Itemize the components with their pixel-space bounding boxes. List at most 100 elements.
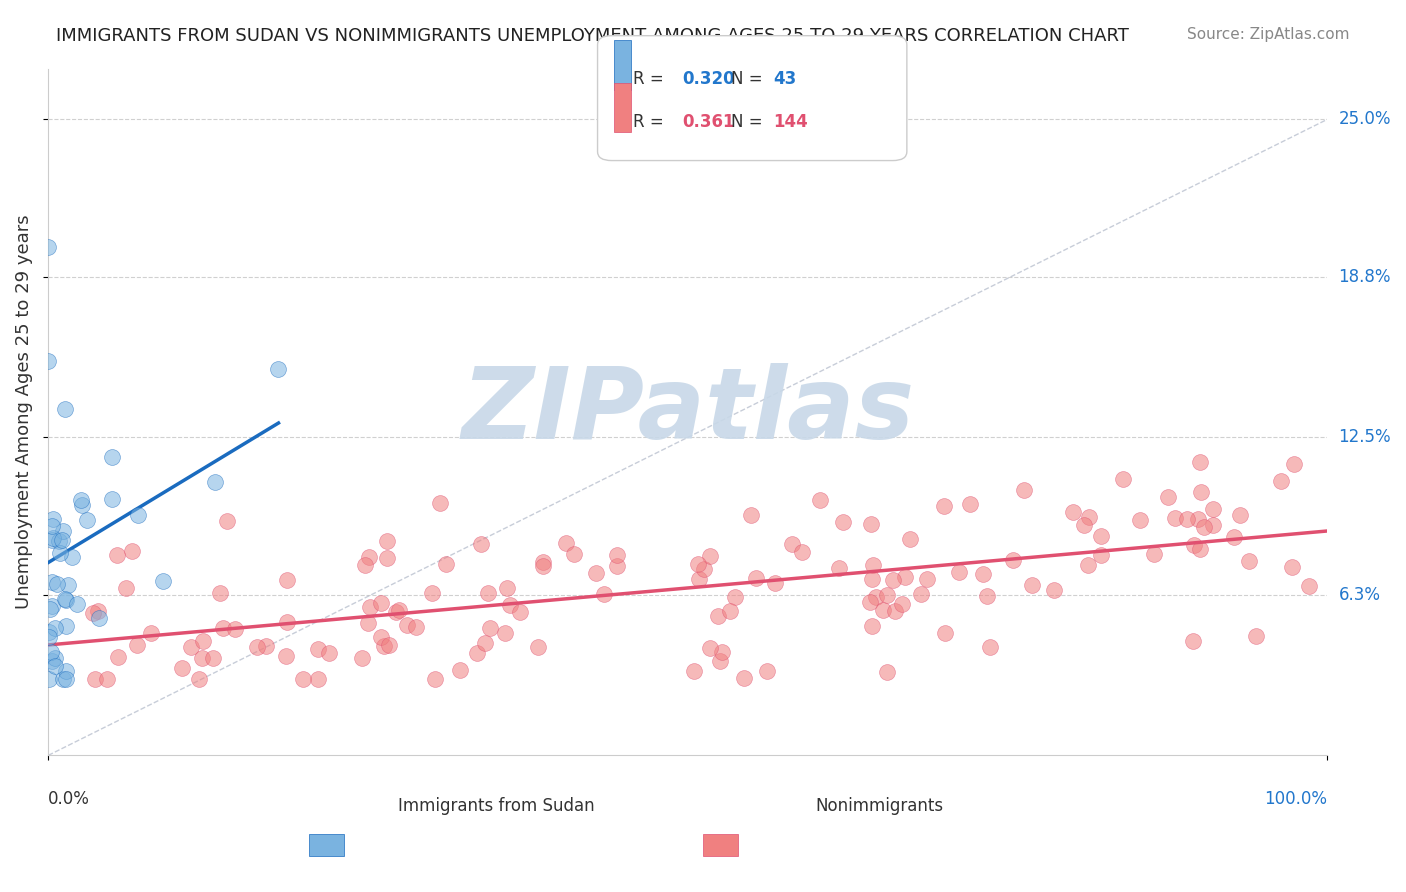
- Point: [828, 560, 851, 574]
- Point: [1012, 483, 1035, 498]
- Point: [66, 597, 89, 611]
- Point: [699, 549, 721, 563]
- Point: [718, 604, 741, 618]
- Point: [465, 646, 488, 660]
- Point: [420, 586, 443, 600]
- Point: [375, 551, 398, 566]
- Point: [1270, 474, 1292, 488]
- Point: [1129, 513, 1152, 527]
- Point: [884, 604, 907, 618]
- Point: [1202, 502, 1225, 516]
- Point: [1229, 508, 1251, 523]
- Text: 18.8%: 18.8%: [1339, 268, 1391, 286]
- Point: [1188, 455, 1211, 469]
- Point: [740, 508, 762, 522]
- Point: [356, 615, 378, 630]
- Point: [948, 565, 970, 579]
- Text: 0.320: 0.320: [682, 70, 734, 87]
- Point: [127, 639, 149, 653]
- Point: [405, 620, 427, 634]
- Point: [254, 639, 277, 653]
- Point: [499, 598, 522, 612]
- Point: [139, 626, 162, 640]
- Point: [699, 641, 721, 656]
- Point: [42, 512, 65, 526]
- Point: [352, 650, 374, 665]
- Point: [808, 492, 831, 507]
- Point: [745, 571, 768, 585]
- Point: [562, 548, 585, 562]
- Point: [859, 595, 882, 609]
- Text: 43: 43: [773, 70, 797, 87]
- Point: [55, 402, 77, 417]
- Point: [429, 496, 451, 510]
- Point: [101, 491, 124, 506]
- Point: [38, 602, 60, 616]
- Text: 6.3%: 6.3%: [1339, 586, 1381, 604]
- Point: [370, 595, 392, 609]
- Point: [201, 651, 224, 665]
- Point: [709, 655, 731, 669]
- Point: [792, 544, 814, 558]
- Point: [882, 573, 904, 587]
- Point: [876, 588, 898, 602]
- Point: [370, 630, 392, 644]
- Point: [101, 450, 124, 464]
- Point: [172, 661, 194, 675]
- Point: [1175, 512, 1198, 526]
- Point: [121, 543, 143, 558]
- Point: [84, 672, 107, 686]
- Text: Nonimmigrants: Nonimmigrants: [815, 797, 943, 814]
- Point: [60, 549, 83, 564]
- Point: [979, 640, 1001, 655]
- Point: [1043, 582, 1066, 597]
- Point: [52, 524, 75, 539]
- Point: [388, 603, 411, 617]
- Point: [209, 586, 232, 600]
- Text: N =: N =: [731, 112, 768, 130]
- Point: [862, 619, 884, 633]
- Point: [46, 576, 69, 591]
- Text: 144: 144: [773, 112, 808, 130]
- Point: [872, 602, 894, 616]
- Point: [385, 605, 408, 619]
- Point: [359, 549, 381, 564]
- Point: [76, 513, 98, 527]
- Point: [276, 615, 298, 629]
- Point: [44, 621, 66, 635]
- Point: [55, 664, 77, 678]
- Point: [606, 559, 628, 574]
- Point: [41, 599, 63, 614]
- Point: [972, 567, 994, 582]
- Point: [1112, 472, 1135, 486]
- Point: [860, 516, 883, 531]
- Text: R =: R =: [633, 70, 669, 87]
- Point: [733, 671, 755, 685]
- Point: [354, 558, 377, 572]
- Point: [860, 572, 883, 586]
- Point: [212, 621, 235, 635]
- Point: [41, 574, 63, 589]
- Point: [894, 569, 917, 583]
- Point: [224, 623, 246, 637]
- Point: [96, 672, 118, 686]
- Point: [44, 658, 66, 673]
- Point: [710, 645, 733, 659]
- Text: 0.361: 0.361: [682, 112, 734, 130]
- Text: 0.0%: 0.0%: [48, 790, 90, 808]
- Point: [1182, 633, 1205, 648]
- Point: [56, 578, 79, 592]
- Point: [127, 508, 149, 522]
- Text: ZIPatlas: ZIPatlas: [461, 363, 914, 460]
- Point: [217, 514, 239, 528]
- Point: [724, 591, 747, 605]
- Point: [204, 475, 226, 490]
- Point: [479, 621, 502, 635]
- Point: [55, 619, 77, 633]
- Point: [688, 572, 710, 586]
- Point: [876, 665, 898, 680]
- Point: [291, 672, 314, 686]
- Point: [191, 651, 214, 665]
- Point: [114, 581, 136, 595]
- Text: Source: ZipAtlas.com: Source: ZipAtlas.com: [1187, 27, 1350, 42]
